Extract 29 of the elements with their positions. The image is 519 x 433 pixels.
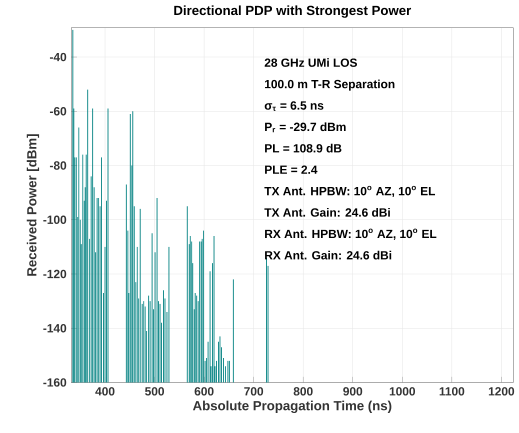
annotation: RX Ant. HPBW: 10$^{o}$ AZ, 10$^{o}$ EL <box>265 228 436 240</box>
x-tick-label: 700 <box>244 387 264 396</box>
x-tick-label: 900 <box>343 387 362 396</box>
y-tick-label: -160 <box>43 378 66 387</box>
chart-title: Directional PDP with Strongest Power <box>174 5 412 18</box>
y-tick-label: -100 <box>43 216 66 224</box>
x-tick-label: 1100 <box>440 387 464 396</box>
x-axis-title: Absolute Propagation Time (ns) <box>192 400 392 414</box>
annotation: TX Ant. HPBW: 10$^{o}$ AZ, 10$^{o}$ EL <box>264 186 436 198</box>
y-tick-label: -120 <box>43 270 66 278</box>
annotation: RX Ant. Gain: 24.6 dBi <box>265 250 392 260</box>
annotation: 100.0 m T-R Separation <box>265 80 394 91</box>
x-tick-label: 500 <box>145 387 164 396</box>
x-tick-label: 400 <box>95 387 114 396</box>
y-axis-title: Received Power [dBm] <box>26 134 40 276</box>
x-tick-label: 1000 <box>390 387 416 396</box>
x-tick-label: 1200 <box>488 387 514 396</box>
x-tick-label: 600 <box>194 387 214 396</box>
annotation: TX Ant. Gain: 24.6 dBi <box>264 208 390 217</box>
x-tick-label: 800 <box>294 387 313 396</box>
y-tick-label: -80 <box>50 161 66 170</box>
y-tick-label: -40 <box>50 52 66 62</box>
y-tick-label: -140 <box>43 324 66 332</box>
annotation: P$_{r}$ = -29.7 dBm <box>265 122 346 132</box>
annotation: PL = 108.9 dB <box>265 144 342 153</box>
annotation: 28 GHz UMi LOS <box>264 58 357 67</box>
annotation: σ$_{τ}$ = 6.5 ns <box>264 101 324 111</box>
annotation: PLE = 2.4 <box>265 165 318 174</box>
y-tick-label: -60 <box>50 107 66 116</box>
